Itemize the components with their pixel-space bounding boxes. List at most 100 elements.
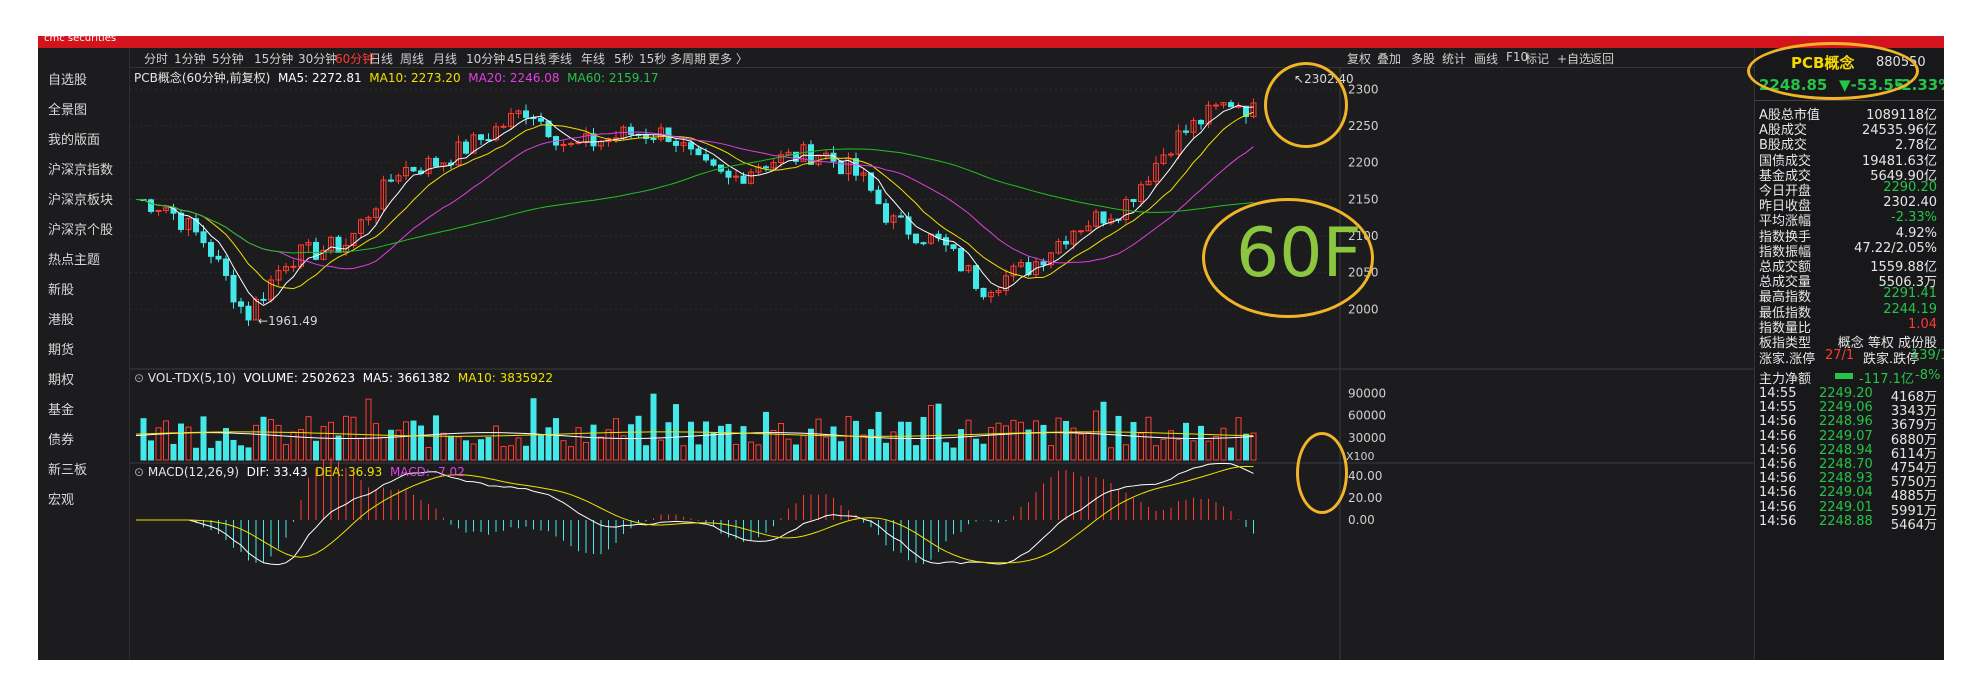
sidebar-item-8[interactable]: 港股 <box>48 313 75 328</box>
trading-app-window: cmc securities 自选股 全景图 我的版面 沪深京指数 沪深京板块 沪深京个股… <box>38 36 1944 660</box>
candle-body <box>1183 130 1189 133</box>
sidebar-item-14[interactable]: 宏观 <box>48 493 75 508</box>
volume-bar <box>1228 447 1234 461</box>
volume-axis-label: 30000 <box>1348 431 1386 445</box>
candle-body <box>770 162 777 169</box>
tick-price: 2248.96 <box>1819 414 1873 430</box>
stat-label: 昨日收盘 <box>1759 199 1812 215</box>
period-tab-9[interactable]: 10分钟 <box>466 52 506 66</box>
candle-body <box>1130 199 1137 203</box>
volume-bar <box>860 434 867 461</box>
candle-body <box>1138 184 1144 203</box>
low-price-label: ←1961.49 <box>258 314 318 328</box>
volume-bar <box>178 423 184 461</box>
tick-price: 2249.04 <box>1819 485 1873 501</box>
updown-value-up: 27/1 <box>1825 348 1855 363</box>
sidebar-item-9[interactable]: 期货 <box>48 343 75 358</box>
period-tab-16[interactable]: 更多 〉 <box>708 52 748 66</box>
volume-bar <box>148 440 154 461</box>
tick-row: 14:56 2248.93 5750万 <box>1759 471 1941 490</box>
sidebar-item-10[interactable]: 期权 <box>48 373 75 388</box>
stat-row: 总成交额 1559.88亿 <box>1759 256 1941 275</box>
tool-button-4[interactable]: 画线 <box>1474 52 1499 66</box>
tool-button-2[interactable]: 多股 <box>1411 52 1436 66</box>
sidebar-item-1[interactable]: 全景图 <box>48 103 88 118</box>
tool-button-6[interactable]: 标记 <box>1525 52 1550 66</box>
candle-body <box>223 258 229 276</box>
sidebar-item-6[interactable]: 热点主题 <box>48 253 101 268</box>
candle-body <box>155 209 162 212</box>
updown-label-up: 涨家.涨停 <box>1759 352 1816 367</box>
sidebar-item-12[interactable]: 债券 <box>48 433 75 448</box>
stat-label: B股成交 <box>1759 138 1807 154</box>
period-tab-11[interactable]: 季线 <box>548 52 573 66</box>
candle-body <box>778 154 784 164</box>
candle-body <box>808 144 814 165</box>
candle-body <box>1145 180 1152 186</box>
candle-body <box>433 157 439 167</box>
candle-body <box>215 255 222 260</box>
period-tab-5[interactable]: 60分钟 <box>335 52 375 66</box>
volume-bar <box>800 435 807 461</box>
candle-body <box>545 120 552 138</box>
candle-body <box>500 125 507 128</box>
sidebar-item-2[interactable]: 我的版面 <box>48 133 101 148</box>
tool-button-1[interactable]: 叠加 <box>1377 52 1402 66</box>
updown-label-down: 跌家.跌停 <box>1863 352 1920 367</box>
volume-bar <box>785 438 792 461</box>
period-tab-15[interactable]: 多周期 <box>670 52 707 66</box>
volume-bar <box>778 422 784 461</box>
period-tab-13[interactable]: 5秒 <box>614 52 634 66</box>
period-tab-8[interactable]: 月线 <box>433 52 458 66</box>
candle-body <box>373 208 379 218</box>
volume-bar <box>770 429 777 461</box>
period-tab-2[interactable]: 5分钟 <box>212 52 244 66</box>
volume-bar <box>958 429 964 461</box>
volume-bar <box>665 422 672 461</box>
candle-body <box>1220 102 1227 106</box>
sidebar-item-0[interactable]: 自选股 <box>48 73 88 88</box>
chevron-down-icon[interactable]: ⊙ <box>134 465 145 479</box>
volume-bar <box>703 421 709 461</box>
candle-body <box>283 266 289 272</box>
tick-row: 14:56 2248.70 4754万 <box>1759 457 1941 476</box>
sidebar-item-11[interactable]: 基金 <box>48 403 75 418</box>
tool-button-7[interactable]: +自选 <box>1557 52 1592 66</box>
sidebar-item-5[interactable]: 沪深京个股 <box>48 223 114 238</box>
candle-body <box>1100 211 1107 224</box>
chart-area[interactable]: 2300 2250 2200 2150 2100 2050 2000 90000 60000 30… <box>130 62 1754 660</box>
period-tab-14[interactable]: 15秒 <box>639 52 667 66</box>
period-tab-10[interactable]: 45日线 <box>507 52 547 66</box>
period-tab-6[interactable]: 日线 <box>369 52 394 66</box>
period-tab-0[interactable]: 分时 <box>144 52 169 66</box>
candle-body <box>725 170 732 178</box>
candle-body <box>230 274 237 303</box>
chevron-down-icon[interactable]: ⊙ <box>134 371 145 385</box>
vol-ma5-legend: MA5: 3661382 <box>362 371 451 385</box>
period-tab-3[interactable]: 15分钟 <box>254 52 294 66</box>
volume-bar <box>245 447 252 461</box>
updown-value-down: 139/1 <box>1911 348 1944 363</box>
candle-body <box>1205 104 1212 125</box>
period-tab-7[interactable]: 周线 <box>400 52 425 66</box>
ma60-line <box>135 148 1254 254</box>
tool-button-0[interactable]: 复权 <box>1347 52 1372 66</box>
sidebar-item-13[interactable]: 新三板 <box>48 463 88 478</box>
candle-body <box>208 242 214 257</box>
sidebar-item-3[interactable]: 沪深京指数 <box>48 163 114 178</box>
kline-chart-svg[interactable]: 2300225022002150210020502000900006000030… <box>130 68 1754 660</box>
stat-value: 5506.3万 <box>1878 275 1938 291</box>
tool-button-5[interactable]: F10 <box>1506 50 1529 64</box>
sidebar-item-4[interactable]: 沪深京板块 <box>48 193 114 208</box>
tool-button-3[interactable]: 统计 <box>1442 52 1467 66</box>
volume-bar <box>928 404 934 461</box>
sidebar-item-7[interactable]: 新股 <box>48 283 75 298</box>
stat-label: 基金成交 <box>1759 168 1812 184</box>
period-tab-4[interactable]: 30分钟 <box>298 52 338 66</box>
period-tab-1[interactable]: 1分钟 <box>174 52 206 66</box>
period-tab-12[interactable]: 年线 <box>581 52 606 66</box>
candle-body <box>238 301 244 307</box>
tool-button-8[interactable]: 返回 <box>1590 52 1615 66</box>
volume-bar <box>913 445 919 461</box>
tick-row: 14:56 2248.96 3679万 <box>1759 414 1941 433</box>
